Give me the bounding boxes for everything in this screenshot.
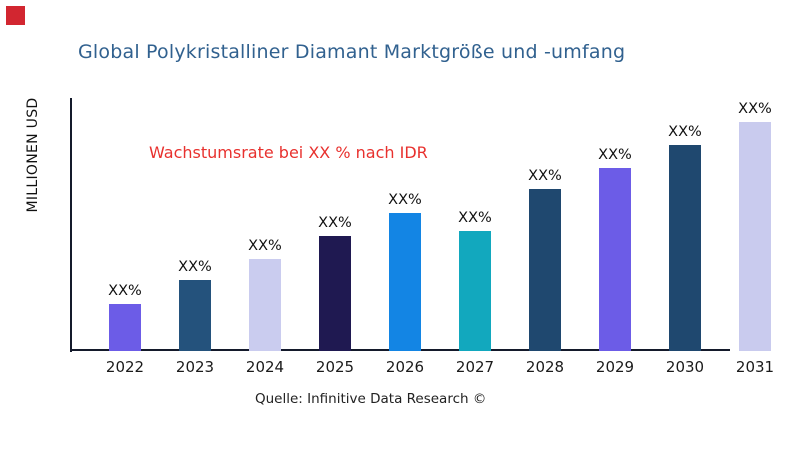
bar-value-label-2029: XX% bbox=[598, 147, 632, 163]
bar-value-label-2022: XX% bbox=[108, 283, 142, 299]
bar-group-2023: XX% 2023 bbox=[160, 259, 230, 376]
bar-value-label-2028: XX% bbox=[528, 168, 562, 184]
brand-mark-icon bbox=[6, 6, 25, 25]
y-axis-label: MILLIONEN USD bbox=[25, 97, 41, 213]
bar-2028 bbox=[529, 189, 561, 351]
bar-group-2026: XX% 2026 bbox=[370, 192, 440, 376]
x-tick-label-2030: 2030 bbox=[665, 358, 705, 376]
chart-title: Global Polykristalliner Diamant Marktgrö… bbox=[78, 41, 626, 63]
x-tick-label-2025: 2025 bbox=[315, 358, 355, 376]
bar-value-label-2031: XX% bbox=[738, 101, 772, 117]
x-tick-label-2024: 2024 bbox=[245, 358, 285, 376]
bar-value-label-2027: XX% bbox=[458, 210, 492, 226]
bar-2027 bbox=[459, 231, 491, 351]
bar-2025 bbox=[319, 236, 351, 351]
x-tick-label-2028: 2028 bbox=[525, 358, 565, 376]
bar-value-label-2025: XX% bbox=[318, 215, 352, 231]
bar-value-label-2030: XX% bbox=[668, 124, 702, 140]
bar-2031 bbox=[739, 122, 771, 351]
bar-2023 bbox=[179, 280, 211, 351]
bar-group-2025: XX% 2025 bbox=[300, 215, 370, 376]
x-tick-label-2022: 2022 bbox=[105, 358, 145, 376]
bar-group-2029: XX% 2029 bbox=[580, 147, 650, 376]
bar-group-2028: XX% 2028 bbox=[510, 168, 580, 376]
bar-2026 bbox=[389, 213, 421, 351]
bar-2022 bbox=[109, 304, 141, 351]
bar-value-label-2026: XX% bbox=[388, 192, 422, 208]
x-tick-label-2031: 2031 bbox=[735, 358, 775, 376]
bar-2030 bbox=[669, 145, 701, 351]
x-tick-label-2027: 2027 bbox=[455, 358, 495, 376]
bar-value-label-2023: XX% bbox=[178, 259, 212, 275]
source-text: Quelle: Infinitive Data Research © bbox=[255, 391, 487, 407]
bar-group-2030: XX% 2030 bbox=[650, 124, 720, 376]
bar-group-2022: XX% 2022 bbox=[90, 283, 160, 376]
bar-group-2024: XX% 2024 bbox=[230, 238, 300, 376]
bar-group-2027: XX% 2027 bbox=[440, 210, 510, 376]
bar-value-label-2024: XX% bbox=[248, 238, 282, 254]
x-tick-label-2023: 2023 bbox=[175, 358, 215, 376]
bar-group-2031: XX% 2031 bbox=[720, 101, 790, 376]
bar-2029 bbox=[599, 168, 631, 351]
growth-rate-annotation: Wachstumsrate bei XX % nach IDR bbox=[149, 143, 428, 162]
y-axis-line bbox=[70, 98, 72, 352]
bar-2024 bbox=[249, 259, 281, 351]
x-tick-label-2029: 2029 bbox=[595, 358, 635, 376]
x-tick-label-2026: 2026 bbox=[385, 358, 425, 376]
